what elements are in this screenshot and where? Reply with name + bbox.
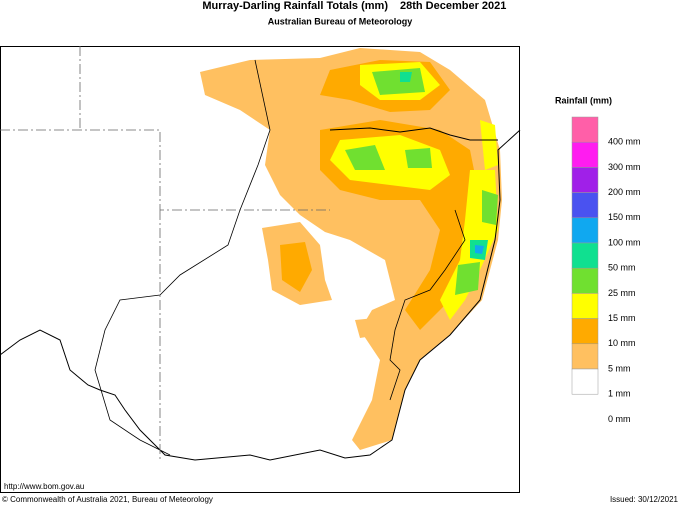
subtitle: Australian Bureau of Meteorology bbox=[268, 16, 413, 26]
rain-25mm bbox=[405, 148, 432, 168]
legend-swatch bbox=[571, 343, 599, 370]
rain-15mm bbox=[480, 120, 498, 170]
coastline bbox=[0, 129, 521, 461]
rain-100mm bbox=[475, 245, 484, 254]
rain-25mm bbox=[345, 145, 385, 170]
legend-label: 150 mm bbox=[608, 212, 641, 222]
rain-50mm bbox=[400, 72, 412, 82]
rain-1mm bbox=[355, 318, 378, 338]
legend-title: Rainfall (mm) bbox=[555, 95, 612, 105]
legend-swatch bbox=[571, 167, 599, 193]
basin-boundary bbox=[389, 209, 466, 401]
footer-url: http://www.bom.gov.au bbox=[4, 482, 84, 491]
legend-swatch bbox=[571, 318, 599, 345]
legend-label: 10 mm bbox=[608, 338, 636, 348]
rain-25mm bbox=[372, 68, 425, 95]
legend: 400 mm 300 mm 200 mm 150 mm 100 mm 50 mm 25 mm… bbox=[571, 116, 641, 424]
legend-swatch bbox=[571, 267, 599, 294]
legend-label: 400 mm bbox=[608, 137, 641, 147]
date: 28th December 2021 bbox=[400, 0, 506, 12]
legend-swatch bbox=[571, 116, 599, 143]
legend-swatch bbox=[571, 293, 599, 319]
legend-label: 100 mm bbox=[608, 237, 641, 247]
legend-label: 15 mm bbox=[608, 313, 636, 323]
legend-swatch bbox=[571, 217, 599, 244]
legend-label: 1 mm bbox=[608, 389, 631, 399]
map bbox=[0, 46, 521, 493]
title: Murray-Darling Rainfall Totals (mm) bbox=[202, 0, 388, 12]
footer-issued: Issued: 30/12/2021 bbox=[610, 495, 679, 504]
legend-label: 0 mm bbox=[608, 414, 631, 424]
state-border bbox=[329, 127, 498, 141]
legend-swatch bbox=[571, 141, 599, 168]
rain-5mm bbox=[280, 242, 312, 292]
rain-25mm bbox=[455, 262, 480, 295]
state-border bbox=[0, 46, 330, 460]
legend-label: 50 mm bbox=[608, 263, 636, 273]
legend-swatch bbox=[571, 368, 599, 395]
rain-25mm bbox=[482, 190, 498, 225]
legend-label: 25 mm bbox=[608, 288, 636, 298]
footer-copyright: © Commonwealth of Australia 2021, Bureau… bbox=[2, 495, 213, 504]
legend-swatch bbox=[571, 242, 599, 269]
legend-swatch bbox=[571, 192, 599, 219]
legend-label: 5 mm bbox=[608, 363, 631, 373]
legend-label: 200 mm bbox=[608, 187, 641, 197]
legend-label: 300 mm bbox=[608, 162, 641, 172]
